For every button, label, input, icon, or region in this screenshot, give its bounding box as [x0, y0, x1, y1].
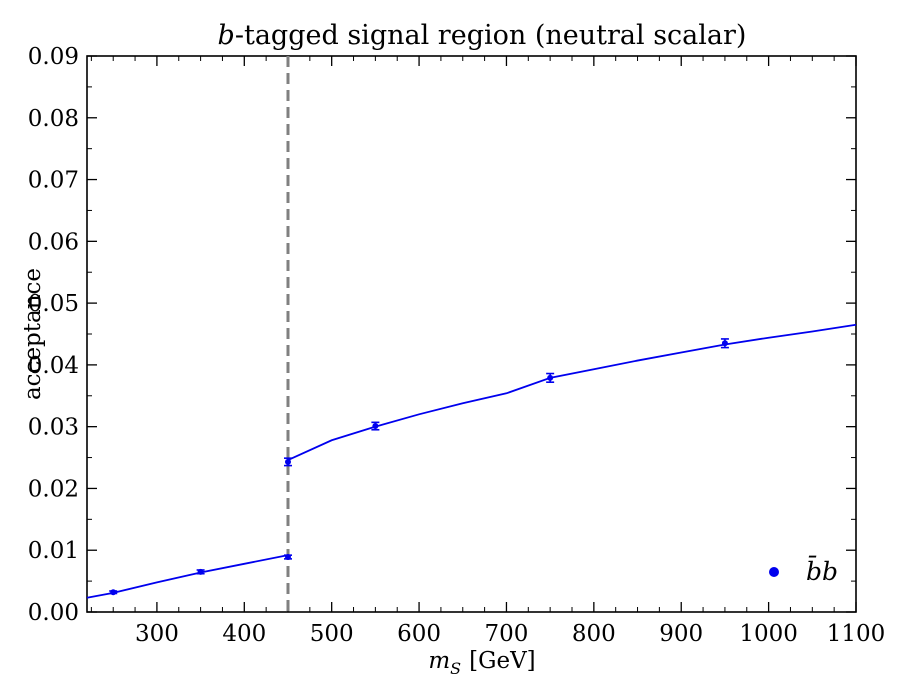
y-tick-label: 0.05	[28, 291, 79, 317]
x-tick-label: 1000	[739, 621, 798, 647]
data-point	[196, 568, 205, 575]
fit-curve	[287, 323, 857, 461]
data-marker	[197, 568, 204, 575]
y-tick-label: 0.06	[28, 229, 79, 255]
x-tick-label: 600	[397, 621, 441, 647]
y-tick-label: 0.03	[28, 415, 79, 441]
y-tick-label: 0.08	[28, 106, 79, 132]
legend-marker	[769, 567, 779, 577]
data-point	[283, 457, 292, 467]
data-point	[371, 421, 380, 431]
x-tick-label: 500	[310, 621, 354, 647]
legend-label-bb: b̄b	[806, 557, 838, 586]
data-point	[546, 372, 555, 383]
data-marker	[721, 340, 728, 347]
data-marker	[547, 374, 554, 381]
data-marker	[284, 458, 291, 465]
x-tick-label: 700	[485, 621, 529, 647]
chart-title: b-tagged signal region (neutral scalar)	[218, 20, 747, 51]
y-tick-label: 0.00	[28, 600, 79, 626]
data-marker	[284, 554, 291, 561]
fit-curve	[86, 554, 289, 599]
y-tick-label: 0.07	[28, 168, 79, 194]
y-tick-label: 0.04	[28, 353, 79, 379]
y-tick-label: 0.09	[28, 44, 79, 70]
legend: b̄b	[769, 557, 838, 586]
y-tick-label: 0.01	[28, 538, 79, 564]
x-tick-label: 900	[659, 621, 703, 647]
x-axis-label: mS [GeV]	[428, 648, 535, 678]
data-marker	[372, 423, 379, 430]
data-point	[283, 554, 292, 561]
plot-area	[86, 55, 857, 613]
data-point	[720, 338, 729, 349]
y-tick-label: 0.02	[28, 476, 79, 502]
y-axis-label: acceptance	[20, 268, 46, 400]
x-tick-label: 1100	[827, 621, 886, 647]
x-tick-label: 300	[135, 621, 179, 647]
data-marker	[110, 589, 117, 596]
data-point	[109, 589, 118, 596]
x-tick-label: 400	[222, 621, 266, 647]
x-tick-label: 800	[572, 621, 616, 647]
